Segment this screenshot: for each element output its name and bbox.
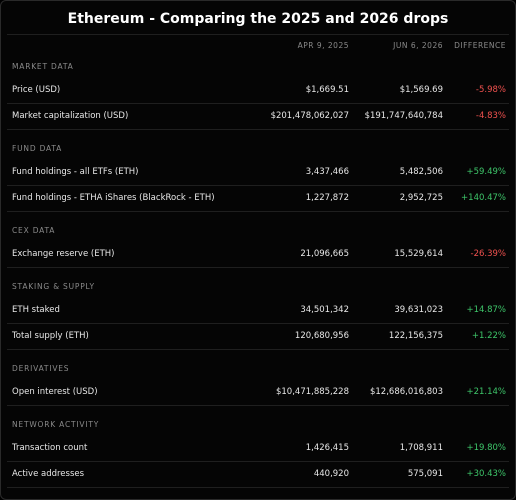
difference: +14.87% xyxy=(466,305,506,315)
value: $191,747,640,784 xyxy=(364,111,443,121)
difference: +59.49% xyxy=(466,167,506,177)
value: 120,680,956 xyxy=(294,331,349,341)
row-label: ETH staked xyxy=(12,305,60,315)
difference: +19.80% xyxy=(466,443,506,453)
value: 1,227,872 xyxy=(305,193,349,203)
row-label: Exchange reserve (ETH) xyxy=(12,249,115,259)
row-divider xyxy=(7,211,509,212)
section-title: FUND DATA xyxy=(12,144,63,153)
value: 21,096,665 xyxy=(300,249,349,259)
value: $1,569.69 xyxy=(399,85,443,95)
title: Ethereum - Comparing the 2025 and 2026 d… xyxy=(67,11,449,27)
section-title: DERIVATIVES xyxy=(12,364,70,373)
row-divider xyxy=(7,103,509,104)
value: $1,669.51 xyxy=(305,85,349,95)
row-label: Fund holdings - all ETFs (ETH) xyxy=(12,167,139,177)
value: 2,952,725 xyxy=(399,193,443,203)
section-title: MARKET DATA xyxy=(12,62,74,71)
row-divider xyxy=(7,267,509,268)
value: $201,478,062,027 xyxy=(270,111,349,121)
value: 1,426,415 xyxy=(305,443,349,453)
row-divider xyxy=(7,323,509,324)
row-divider xyxy=(7,405,509,406)
row-label: Open interest (USD) xyxy=(12,387,98,397)
difference: +140.47% xyxy=(461,193,506,203)
difference: +1.22% xyxy=(471,331,506,341)
row-divider xyxy=(7,461,509,462)
value: $12,686,016,803 xyxy=(369,387,443,397)
row-divider xyxy=(7,129,509,130)
difference: -4.83% xyxy=(475,111,506,121)
section-title: NETWORK ACTIVITY xyxy=(12,420,100,429)
difference: +30.43% xyxy=(466,469,506,479)
row-label: Transaction count xyxy=(12,443,88,453)
value: 3,437,466 xyxy=(305,167,349,177)
row-label: Price (USD) xyxy=(12,85,61,95)
row-label: Fund holdings - ETHA iShares (BlackRock … xyxy=(12,193,215,203)
value: 122,156,375 xyxy=(388,331,443,341)
row-label: Market capitalization (USD) xyxy=(12,111,129,121)
divider xyxy=(7,34,509,35)
value: 39,631,023 xyxy=(394,305,443,315)
value: 34,501,342 xyxy=(300,305,349,315)
difference: +21.14% xyxy=(466,387,506,397)
row-label: Total supply (ETH) xyxy=(12,331,89,341)
section-title: CEX DATA xyxy=(12,226,56,235)
row-divider xyxy=(7,185,509,186)
value: 440,920 xyxy=(313,469,349,479)
column-header: APR 9, 2025 xyxy=(297,41,349,50)
row-divider xyxy=(7,487,509,488)
row-divider xyxy=(7,349,509,350)
value: 15,529,614 xyxy=(394,249,443,259)
value: $10,471,885,228 xyxy=(275,387,349,397)
column-header: DIFFERENCE xyxy=(454,41,506,50)
difference: -26.39% xyxy=(470,249,506,259)
section-title: STAKING & SUPPLY xyxy=(12,282,95,291)
value: 5,482,506 xyxy=(399,167,443,177)
column-header: JUN 6, 2026 xyxy=(393,41,443,50)
value: 1,708,911 xyxy=(399,443,443,453)
difference: -5.98% xyxy=(475,85,506,95)
value: 575,091 xyxy=(407,469,443,479)
row-label: Active addresses xyxy=(12,469,85,479)
